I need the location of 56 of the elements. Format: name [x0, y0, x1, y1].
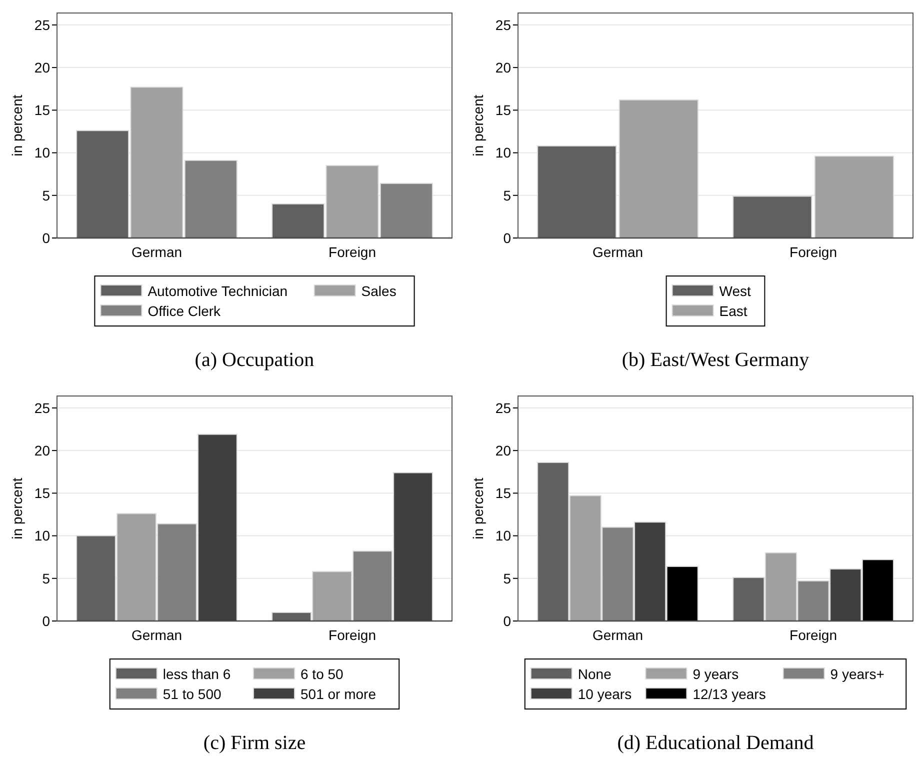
text: (c) Firm size: [203, 732, 306, 754]
y-tick-label: 5: [42, 570, 50, 586]
x-tick-label: German: [592, 244, 644, 260]
y-tick-label: 15: [34, 485, 50, 502]
y-tick-label: 20: [34, 442, 50, 458]
y-tick-label: 15: [495, 102, 512, 118]
legend-label: 9 years: [692, 666, 739, 682]
y-tick-label: 10: [495, 144, 512, 161]
legend-label: 501 or more: [300, 686, 376, 702]
legend-label: 9 years+: [830, 666, 884, 682]
legend-label: 51 to 500: [162, 686, 222, 702]
x-tick-label: German: [592, 627, 644, 643]
legend-label: 12/13 years: [692, 686, 766, 702]
legend-label: Automotive Technician: [148, 282, 288, 299]
y-tick-label: 20: [495, 59, 512, 76]
x-tick-label: Foreign: [328, 244, 376, 260]
y-tick-label: 25: [495, 16, 512, 33]
y-tick-label: 10: [34, 144, 50, 161]
x-tick-label: Foreign: [790, 627, 838, 643]
y-axis-title: in percent: [470, 478, 486, 540]
y-tick-label: 0: [503, 230, 512, 246]
x-tick-label: German: [131, 244, 182, 260]
text: (a) Occupation: [194, 349, 314, 371]
y-tick-label: 0: [42, 230, 50, 246]
y-tick-label: 25: [34, 16, 50, 33]
bar: [814, 156, 894, 238]
y-tick-label: 10: [495, 528, 512, 544]
x-tick-label: German: [131, 627, 182, 643]
legend-label: less than 6: [162, 666, 231, 682]
y-tick-label: 0: [503, 612, 512, 629]
y-tick-label: 25: [34, 400, 50, 416]
text: (d) Educational Demand: [617, 732, 814, 754]
x-tick-label: Foreign: [328, 627, 376, 643]
legend-label: Office Clerk: [148, 302, 222, 319]
x-tick-label: Foreign: [790, 244, 838, 260]
legend-label: West: [719, 282, 752, 299]
y-tick-label: 0: [42, 612, 50, 629]
text: (b) East/West Germany: [622, 349, 810, 371]
y-axis-title: in percent: [470, 94, 486, 156]
y-tick-label: 5: [42, 187, 50, 204]
bar: [618, 99, 698, 238]
y-tick-label: 5: [503, 187, 512, 204]
legend-label: Sales: [361, 282, 396, 299]
legend-label: 6 to 50: [300, 666, 344, 682]
legend-label: 10 years: [578, 686, 632, 702]
y-tick-label: 15: [34, 102, 50, 118]
y-tick-label: 20: [495, 442, 512, 458]
y-tick-label: 25: [495, 400, 512, 416]
y-axis-title: in percent: [9, 478, 25, 540]
y-tick-label: 15: [495, 485, 512, 502]
y-tick-label: 20: [34, 59, 50, 76]
y-tick-label: 10: [34, 528, 50, 544]
y-axis-title: in percent: [9, 94, 25, 156]
y-tick-label: 5: [503, 570, 512, 586]
legend-label: None: [578, 666, 612, 682]
legend-label: East: [719, 302, 748, 319]
